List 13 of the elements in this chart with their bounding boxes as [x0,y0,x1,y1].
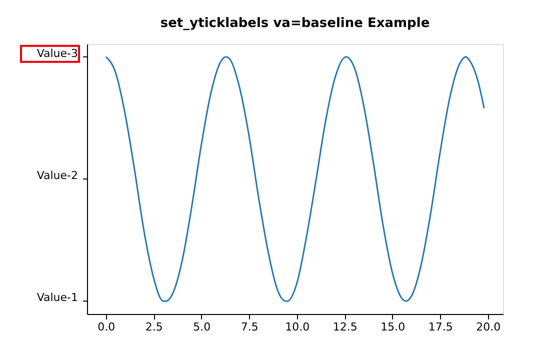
x-tick-label: 10.0 [285,320,310,334]
x-tick-label: 15.0 [380,320,406,334]
x-tick-label: 17.5 [428,320,453,334]
x-tick-label: 5.0 [193,320,211,334]
text: Value-2 [36,169,78,182]
x-tick-label: 0.0 [98,320,116,334]
x-tick-label: 20.0 [476,320,501,334]
chart-title: set_yticklabels va=baseline Example [160,16,430,31]
text: Value-1 [36,291,78,304]
text: Value-3 [36,46,78,60]
x-tick-label: 7.5 [240,320,258,334]
x-tick-label: 12.5 [332,320,358,334]
x-tick-label: 2.5 [145,320,163,334]
